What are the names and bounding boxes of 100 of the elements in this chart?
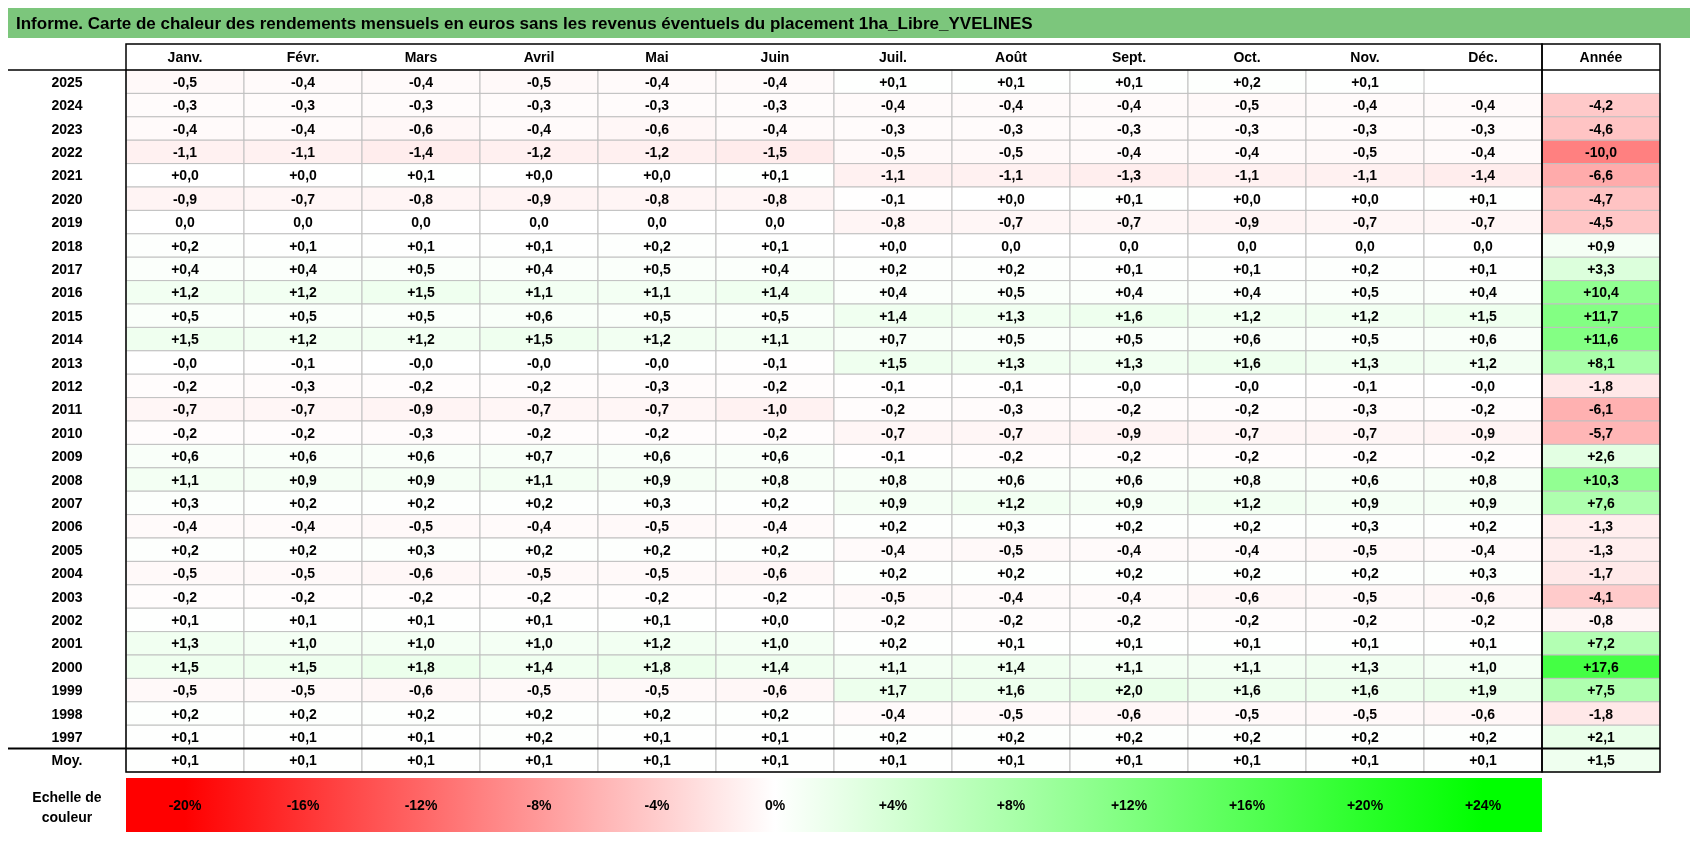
- data-label: -0,2: [408, 377, 434, 394]
- y-tick-label: 2006: [51, 518, 83, 535]
- color-bar-label: +20%: [1346, 797, 1384, 813]
- color-bar-label: +24%: [1464, 797, 1502, 813]
- data-label: +0,0: [643, 167, 672, 184]
- data-label: -0,5: [644, 518, 670, 535]
- data-label: +0,6: [1233, 331, 1262, 348]
- data-label: -0,5: [644, 682, 670, 699]
- data-label: +0,2: [879, 635, 908, 652]
- data-label: -0,4: [644, 73, 670, 90]
- data-label: 0,0: [175, 214, 195, 231]
- data-label: +0,2: [997, 728, 1026, 745]
- color-bar-label: -4%: [644, 797, 670, 813]
- data-label: +0,8: [879, 471, 908, 488]
- data-label: -0,0: [526, 354, 552, 371]
- data-label: -0,6: [408, 565, 434, 582]
- data-label: -0,2: [1470, 611, 1496, 628]
- data-label: -0,9: [172, 190, 198, 207]
- data-label: -1,1: [998, 167, 1024, 184]
- data-label: -4,2: [1588, 97, 1614, 114]
- data-label: 0,0: [529, 214, 549, 231]
- data-label: +0,5: [1351, 284, 1380, 301]
- data-label: -1,2: [526, 143, 552, 160]
- data-label: +0,1: [171, 728, 200, 745]
- data-label: +1,5: [1587, 752, 1616, 769]
- x-tick-label: Janv.: [167, 49, 203, 65]
- data-label: +0,2: [761, 705, 790, 722]
- data-label: +0,9: [1351, 494, 1380, 511]
- data-label: +0,3: [171, 494, 200, 511]
- data-label: -0,6: [762, 682, 788, 699]
- data-label: -0,7: [998, 214, 1024, 231]
- data-label: +0,5: [407, 307, 436, 324]
- data-label: +0,6: [171, 448, 200, 465]
- data-label: +0,1: [1469, 752, 1498, 769]
- data-label: -0,6: [1470, 705, 1496, 722]
- y-tick-label: Moy.: [51, 752, 83, 769]
- data-label: +1,5: [171, 331, 200, 348]
- data-label: -0,8: [880, 214, 906, 231]
- data-label: -0,0: [1116, 377, 1142, 394]
- data-label: +0,3: [1351, 518, 1380, 535]
- data-label: +0,2: [1469, 728, 1498, 745]
- y-tick-label: 2001: [51, 635, 83, 652]
- x-tick-label: Avril: [523, 49, 555, 65]
- y-tick-label: 2005: [51, 541, 83, 558]
- data-label: +0,0: [879, 237, 908, 254]
- data-label: +1,6: [1233, 682, 1262, 699]
- data-label: +0,4: [1469, 284, 1498, 301]
- data-label: +0,1: [761, 752, 790, 769]
- data-label: +1,1: [525, 284, 554, 301]
- data-label: -0,7: [880, 424, 906, 441]
- data-label: +1,6: [1351, 682, 1380, 699]
- data-label: -0,1: [290, 354, 316, 371]
- data-label: -0,5: [1352, 143, 1378, 160]
- data-label: +0,5: [761, 307, 790, 324]
- data-label: +0,3: [407, 541, 436, 558]
- data-label: +0,6: [525, 307, 554, 324]
- y-tick-label: 2016: [51, 284, 83, 301]
- color-bar-label: -20%: [168, 797, 202, 813]
- data-label: -0,2: [1116, 448, 1142, 465]
- data-label: -0,4: [1116, 588, 1142, 605]
- data-label: +0,5: [1351, 331, 1380, 348]
- data-label: -1,8: [1588, 705, 1614, 722]
- data-label: +0,4: [289, 260, 318, 277]
- data-label: +0,1: [289, 752, 318, 769]
- data-label: +0,2: [171, 705, 200, 722]
- data-label: -0,7: [290, 401, 316, 418]
- data-label: +0,2: [1233, 73, 1262, 90]
- data-label: +1,9: [1469, 682, 1498, 699]
- data-label: +1,2: [1233, 494, 1262, 511]
- data-label: -0,7: [998, 424, 1024, 441]
- data-label: +1,3: [1115, 354, 1144, 371]
- data-label: +0,2: [289, 541, 318, 558]
- data-label: +0,2: [171, 541, 200, 558]
- data-label: +1,2: [289, 284, 318, 301]
- data-label: -1,1: [880, 167, 906, 184]
- data-label: +1,0: [407, 635, 436, 652]
- data-label: -0,9: [1470, 424, 1496, 441]
- data-label: -4,6: [1588, 120, 1614, 137]
- data-label: -0,2: [290, 424, 316, 441]
- data-label: -0,2: [1234, 401, 1260, 418]
- color-bar-label: -8%: [526, 797, 552, 813]
- data-label: -0,6: [408, 120, 434, 137]
- data-label: +0,2: [761, 541, 790, 558]
- data-label: -0,4: [1470, 97, 1496, 114]
- data-label: +0,5: [997, 331, 1026, 348]
- x-tick-label: Juin: [760, 49, 790, 65]
- data-label: -0,5: [1352, 705, 1378, 722]
- data-label: +11,6: [1583, 331, 1619, 348]
- data-label: +0,2: [171, 237, 200, 254]
- data-label: +1,2: [1469, 354, 1498, 371]
- data-label: -0,3: [880, 120, 906, 137]
- data-label: -0,3: [644, 377, 670, 394]
- data-label: -1,3: [1588, 541, 1614, 558]
- x-tick-label: Nov.: [1350, 49, 1380, 65]
- x-tick-label: Déc.: [1468, 49, 1498, 65]
- data-label: -0,5: [408, 518, 434, 535]
- data-label: -0,2: [998, 448, 1024, 465]
- y-tick-label: 2019: [51, 214, 83, 231]
- data-label: +0,9: [1469, 494, 1498, 511]
- data-label: +0,2: [1233, 728, 1262, 745]
